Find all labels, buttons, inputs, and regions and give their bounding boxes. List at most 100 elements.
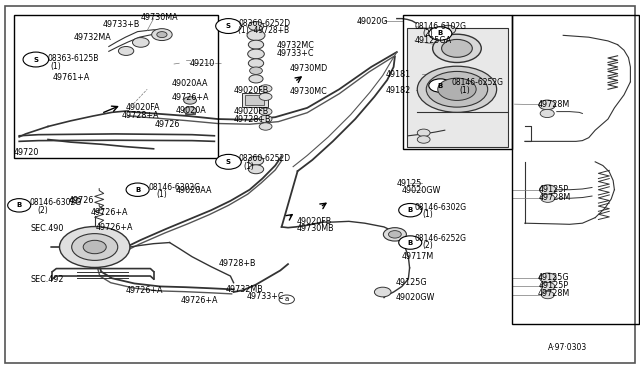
Circle shape bbox=[440, 25, 456, 34]
Circle shape bbox=[72, 234, 118, 260]
Circle shape bbox=[248, 40, 264, 49]
Text: 49020G: 49020G bbox=[357, 17, 388, 26]
Circle shape bbox=[216, 19, 241, 33]
Bar bbox=[14, 15, 218, 158]
Text: 08146-6252G: 08146-6252G bbox=[452, 78, 504, 87]
Text: (1): (1) bbox=[156, 190, 167, 199]
Circle shape bbox=[184, 97, 196, 104]
Bar bbox=[242, 93, 268, 107]
Text: 49726+A: 49726+A bbox=[172, 93, 209, 102]
Text: 49732MA: 49732MA bbox=[74, 33, 111, 42]
Text: 08146-6302G: 08146-6302G bbox=[148, 183, 200, 192]
Text: a: a bbox=[285, 296, 289, 302]
Circle shape bbox=[417, 66, 497, 112]
Circle shape bbox=[8, 199, 31, 212]
Bar bbox=[512, 15, 639, 324]
Text: 49730MC: 49730MC bbox=[289, 87, 327, 96]
Text: 49125: 49125 bbox=[397, 179, 422, 187]
Text: 08146-6252G: 08146-6252G bbox=[415, 234, 467, 243]
Text: SEC.490: SEC.490 bbox=[31, 224, 64, 233]
Circle shape bbox=[429, 79, 452, 92]
Circle shape bbox=[417, 129, 430, 137]
Circle shape bbox=[126, 183, 149, 196]
Circle shape bbox=[540, 185, 556, 195]
Text: 08360-6252D: 08360-6252D bbox=[238, 19, 290, 28]
Circle shape bbox=[152, 29, 172, 41]
Text: (2): (2) bbox=[422, 29, 433, 38]
Circle shape bbox=[250, 67, 262, 74]
Text: 49020AA: 49020AA bbox=[176, 186, 212, 195]
Text: 49020FA: 49020FA bbox=[125, 103, 160, 112]
Text: 49210: 49210 bbox=[189, 59, 214, 68]
Text: 49125G: 49125G bbox=[538, 273, 569, 282]
Text: 49726: 49726 bbox=[69, 196, 95, 205]
Circle shape bbox=[132, 38, 149, 47]
Bar bbox=[245, 95, 264, 105]
Text: 49125P: 49125P bbox=[539, 185, 569, 194]
Text: B: B bbox=[438, 83, 443, 89]
Text: 49125P: 49125P bbox=[539, 281, 569, 290]
Text: 49717M: 49717M bbox=[402, 252, 434, 261]
Circle shape bbox=[248, 59, 264, 68]
Text: (1): (1) bbox=[50, 62, 61, 71]
Circle shape bbox=[426, 71, 488, 107]
Circle shape bbox=[279, 295, 294, 304]
Bar bbox=[185, 110, 195, 114]
Text: 49726: 49726 bbox=[155, 120, 180, 129]
Text: 49730MD: 49730MD bbox=[289, 64, 328, 73]
Circle shape bbox=[118, 46, 134, 55]
Text: 49020FB: 49020FB bbox=[234, 86, 269, 94]
Text: 49730MB: 49730MB bbox=[296, 224, 334, 233]
Text: A·97·0303: A·97·0303 bbox=[548, 343, 587, 352]
Text: 49182: 49182 bbox=[386, 86, 411, 95]
Text: (2): (2) bbox=[37, 206, 48, 215]
Circle shape bbox=[399, 203, 422, 217]
Text: SEC.492: SEC.492 bbox=[31, 275, 64, 284]
Circle shape bbox=[184, 107, 196, 114]
Text: 49020GW: 49020GW bbox=[396, 293, 435, 302]
Circle shape bbox=[540, 109, 554, 118]
Text: S: S bbox=[226, 159, 231, 165]
Circle shape bbox=[247, 30, 265, 41]
Text: B: B bbox=[135, 187, 140, 193]
Circle shape bbox=[399, 236, 422, 249]
Circle shape bbox=[259, 108, 272, 115]
Bar bbox=[407, 28, 508, 147]
Circle shape bbox=[541, 291, 554, 299]
Circle shape bbox=[374, 287, 391, 297]
Text: 49728M: 49728M bbox=[539, 193, 571, 202]
Text: 49728+A: 49728+A bbox=[122, 111, 159, 120]
Circle shape bbox=[442, 39, 472, 57]
Circle shape bbox=[248, 22, 264, 31]
Text: 49020A: 49020A bbox=[176, 106, 207, 115]
Text: 49761+A: 49761+A bbox=[52, 73, 90, 82]
Circle shape bbox=[429, 27, 452, 40]
Circle shape bbox=[248, 156, 264, 165]
Circle shape bbox=[541, 282, 555, 291]
Text: B: B bbox=[408, 207, 413, 213]
Text: B: B bbox=[408, 240, 413, 246]
Text: (2): (2) bbox=[422, 241, 433, 250]
Circle shape bbox=[259, 115, 272, 123]
Text: 08146-6102G: 08146-6102G bbox=[415, 22, 467, 31]
Circle shape bbox=[383, 228, 406, 241]
Circle shape bbox=[259, 93, 272, 100]
Circle shape bbox=[541, 194, 555, 202]
Bar bbox=[403, 15, 512, 149]
Text: 08146-6302G: 08146-6302G bbox=[415, 203, 467, 212]
Circle shape bbox=[248, 165, 264, 174]
Text: 49726+A: 49726+A bbox=[91, 208, 129, 217]
Circle shape bbox=[216, 154, 241, 169]
Text: 49726+A: 49726+A bbox=[180, 296, 218, 305]
Circle shape bbox=[388, 231, 401, 238]
Text: 49020FB: 49020FB bbox=[234, 107, 269, 116]
Text: 49726+A: 49726+A bbox=[96, 223, 134, 232]
Text: (1)  49728+B: (1) 49728+B bbox=[238, 26, 289, 35]
Text: (1): (1) bbox=[422, 210, 433, 219]
Circle shape bbox=[248, 49, 264, 59]
Circle shape bbox=[438, 78, 476, 100]
Text: 49733+B: 49733+B bbox=[102, 20, 140, 29]
Text: 49726+A: 49726+A bbox=[126, 286, 164, 295]
Text: B: B bbox=[438, 31, 443, 36]
Circle shape bbox=[417, 136, 430, 143]
